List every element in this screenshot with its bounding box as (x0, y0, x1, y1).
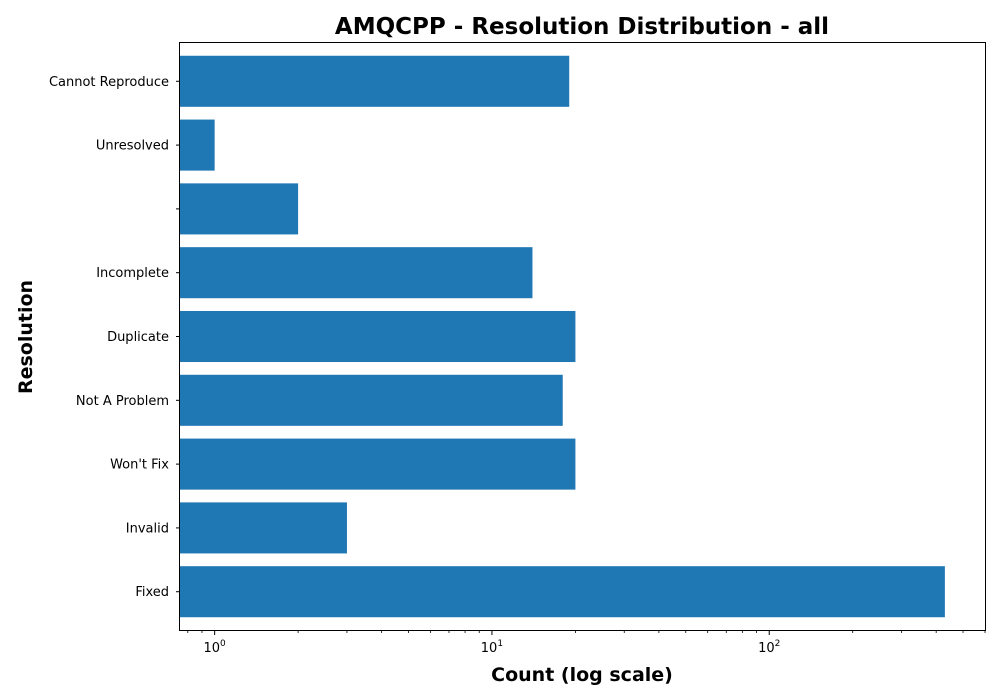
y-tick-label: Cannot Reproduce (49, 75, 169, 90)
y-tick-label: Incomplete (96, 266, 169, 281)
x-tick-base: 10 (204, 641, 221, 656)
bar-unresolved (180, 119, 215, 171)
bar-blank (180, 183, 299, 235)
y-tick-label: Unresolved (96, 139, 169, 154)
bar-duplicate (180, 310, 576, 363)
y-tick-label: Invalid (126, 521, 169, 536)
bar-cannot-reproduce (180, 55, 570, 107)
y-tick-label: Not A Problem (76, 394, 169, 409)
x-tick-exponent: 1 (497, 639, 503, 649)
x-tick-exponent: 0 (220, 639, 226, 649)
y-tick-label: Fixed (135, 585, 169, 600)
bar-fixed (180, 566, 945, 618)
bar-not-a-problem (180, 374, 563, 426)
bar-incomplete (180, 247, 533, 299)
y-tick-label: Duplicate (107, 330, 169, 345)
x-tick-label: 102 (758, 639, 780, 656)
x-axis-label: Count (log scale) (491, 664, 673, 686)
plot-frame (179, 42, 986, 631)
x-tick-label: 100 (204, 639, 227, 656)
x-tick-base: 10 (481, 641, 498, 656)
plot-area: Fixed Invalid Won't Fix Not A Problem Duplic… (49, 55, 986, 656)
y-tick-label: Won't Fix (110, 458, 169, 473)
bar-invalid (180, 502, 347, 554)
x-tick-base: 10 (758, 641, 775, 656)
y-axis-label: Resolution (15, 280, 37, 394)
chart-title: AMQCPP - Resolution Distribution - all (335, 14, 829, 40)
x-tick-label: 101 (481, 639, 503, 656)
bar-won-t-fix (180, 438, 576, 490)
x-tick-exponent: 2 (775, 639, 781, 649)
